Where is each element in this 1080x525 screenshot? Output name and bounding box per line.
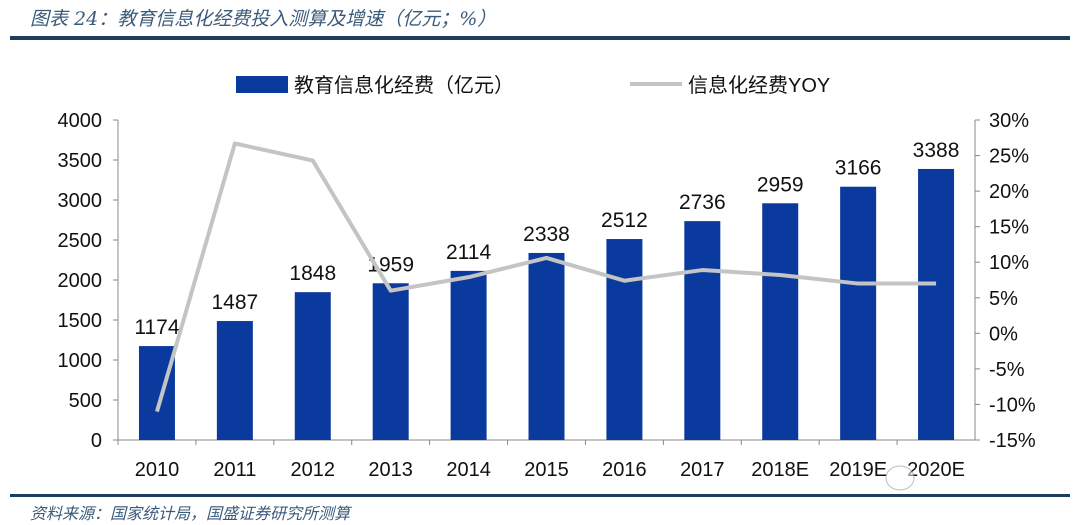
bar-2012 xyxy=(294,292,331,440)
right-tick-label: -5% xyxy=(989,359,1025,381)
bar-data-label: 1174 xyxy=(134,316,179,339)
figure-title: 图表 24：教育信息化经费投入测算及增速（亿元；%） xyxy=(30,8,497,30)
bar-data-label: 3388 xyxy=(913,139,960,162)
bar-2011 xyxy=(216,321,253,440)
x-tick-label: 2017 xyxy=(680,459,725,481)
x-tick-label: 2010 xyxy=(135,459,180,481)
bar-2020E xyxy=(918,168,955,440)
bar-data-label: 2512 xyxy=(601,209,648,232)
bar-data-label: 2338 xyxy=(523,223,570,246)
x-tick-label: 2015 xyxy=(524,459,569,481)
left-tick-label: 500 xyxy=(69,390,102,412)
left-tick-label: 2000 xyxy=(58,270,103,292)
bar-2010 xyxy=(138,346,175,440)
left-tick-label: 0 xyxy=(91,430,102,452)
bar-data-label: 1487 xyxy=(212,291,259,314)
x-tick-label: 2011 xyxy=(213,459,256,481)
bottom-rule xyxy=(10,494,1070,497)
right-tick-label: 5% xyxy=(989,288,1018,310)
bar-2018E xyxy=(762,203,799,440)
x-tick-label: 2018E xyxy=(751,459,809,481)
x-tick-label: 2019E xyxy=(829,459,887,481)
legend-bar-label: 教育信息化经费（亿元） xyxy=(294,74,514,97)
x-tick-label: 2016 xyxy=(602,459,647,481)
right-tick-label: 10% xyxy=(989,252,1029,274)
left-tick-label: 3000 xyxy=(58,190,103,212)
right-tick-label: 0% xyxy=(989,323,1018,345)
right-tick-label: -15% xyxy=(989,430,1036,452)
right-tick-label: 20% xyxy=(989,181,1029,203)
right-tick-label: 15% xyxy=(989,217,1029,239)
left-tick-label: 2500 xyxy=(58,230,103,252)
bar-2014 xyxy=(450,270,487,440)
source-note: 资料来源：国家统计局，国盛证券研究所测算 xyxy=(30,504,351,523)
bar-2015 xyxy=(528,252,565,440)
left-tick-label: 1500 xyxy=(58,310,103,332)
left-tick-label: 4000 xyxy=(58,110,103,132)
left-tick-label: 1000 xyxy=(58,350,103,372)
right-tick-label: -10% xyxy=(989,394,1036,416)
top-rule xyxy=(10,36,1070,40)
bar-data-label: 2736 xyxy=(679,191,726,214)
legend-bar-swatch xyxy=(236,76,288,93)
legend-line-label: 信息化经费YOY xyxy=(688,74,830,97)
x-tick-label: 2013 xyxy=(368,459,413,481)
x-tick-label: 2014 xyxy=(446,459,491,481)
left-tick-label: 3500 xyxy=(58,150,103,172)
bar-2019E xyxy=(840,186,877,440)
bar-2016 xyxy=(606,239,643,440)
bar-data-label: 2959 xyxy=(757,173,804,196)
watermark-logo xyxy=(885,465,915,491)
right-tick-label: 30% xyxy=(989,110,1029,132)
bar-2017 xyxy=(684,221,721,440)
x-tick-label: 2020E xyxy=(907,459,965,481)
bar-data-label: 3166 xyxy=(835,157,882,180)
bar-data-label: 2114 xyxy=(446,241,491,264)
right-tick-label: 25% xyxy=(989,146,1029,168)
x-tick-label: 2012 xyxy=(291,459,336,481)
bar-2013 xyxy=(372,283,409,440)
bar-data-label: 1848 xyxy=(289,262,336,285)
